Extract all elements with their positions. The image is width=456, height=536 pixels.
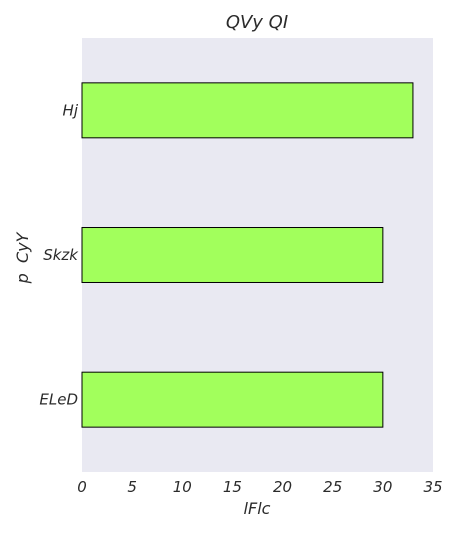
bar-eled bbox=[81, 371, 384, 428]
x-tick-label: 10 bbox=[173, 478, 192, 496]
y-tick-labels: Hj Skzk ELeD bbox=[39, 101, 79, 408]
bar-skzk bbox=[81, 227, 384, 283]
x-tick-label: 20 bbox=[273, 478, 292, 496]
x-tick-label: 35 bbox=[423, 478, 442, 496]
bar-hj bbox=[81, 82, 414, 139]
x-tick-label: 30 bbox=[373, 478, 392, 496]
x-tick-label: 0 bbox=[77, 478, 87, 496]
x-tick-label: 5 bbox=[127, 478, 137, 496]
x-axis-label: lFlc bbox=[244, 499, 271, 518]
x-tick-label: 15 bbox=[223, 478, 242, 496]
x-tick-labels: 0 5 10 15 20 25 30 35 bbox=[77, 478, 442, 496]
x-tick-label: 25 bbox=[323, 478, 342, 496]
y-axis-label: p CyY bbox=[13, 231, 32, 284]
chart-title: QVy QI bbox=[226, 12, 288, 33]
y-tick-label: Hj bbox=[63, 101, 79, 119]
bars-layer bbox=[81, 82, 414, 428]
y-tick-label: ELeD bbox=[39, 391, 78, 409]
y-tick-label: Skzk bbox=[43, 246, 79, 264]
